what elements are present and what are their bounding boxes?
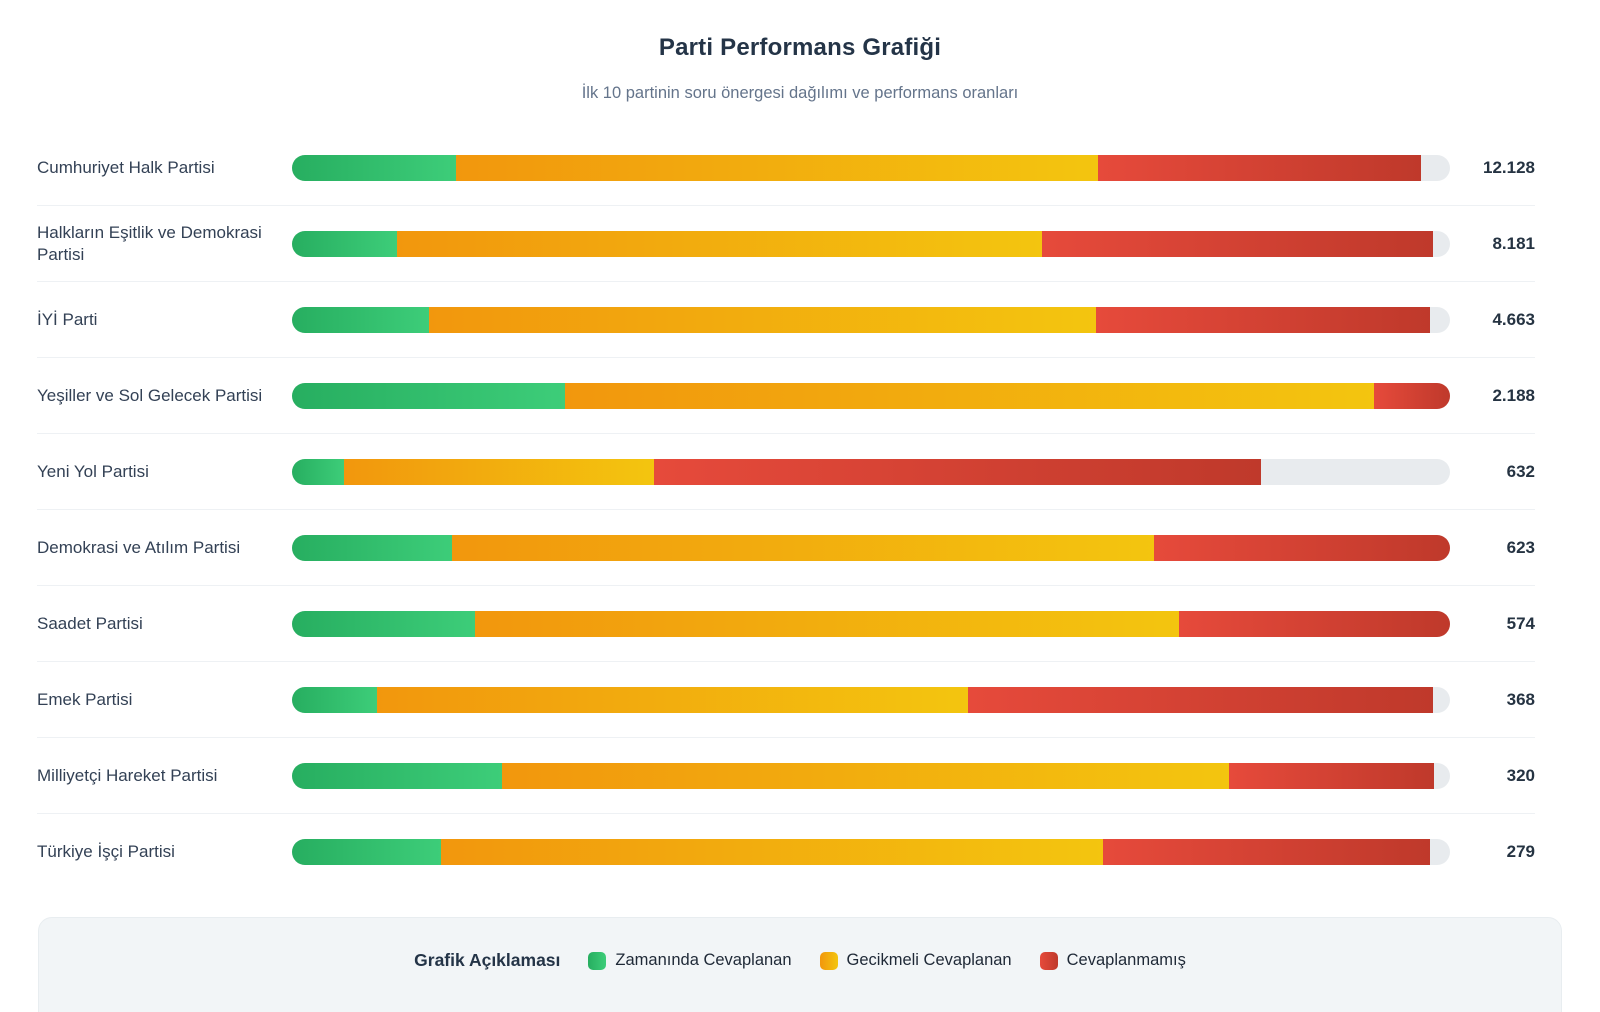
bar-segment-unanswered bbox=[1228, 762, 1434, 789]
legend-swatch-icon bbox=[588, 951, 607, 970]
bar-segment-on-time bbox=[292, 534, 452, 561]
legend-row: Grafik Açıklaması Zamanında Cevaplanan Ge… bbox=[39, 918, 1561, 971]
party-row: Yeni Yol Partisi 632 bbox=[37, 434, 1535, 509]
bar-segment-late bbox=[344, 458, 655, 485]
bar-segment-unanswered bbox=[1179, 610, 1450, 637]
legend-label: Zamanında Cevaplanan bbox=[615, 951, 792, 969]
party-name: Yeni Yol Partisi bbox=[37, 461, 149, 481]
party-name: Halkların Eşitlik ve Demokrasi Partisi bbox=[37, 223, 262, 264]
party-row: Demokrasi ve Atılım Partisi 623 bbox=[37, 510, 1535, 585]
total-value: 2.188 bbox=[1492, 385, 1535, 405]
party-name: İYİ Parti bbox=[37, 309, 98, 329]
page-subtitle: İlk 10 partinin soru önergesi dağılımı v… bbox=[581, 84, 1019, 102]
legend-heading: Grafik Açıklaması bbox=[414, 950, 561, 970]
legend-item-unanswered: Cevaplanmamış bbox=[1039, 951, 1186, 970]
row-divider bbox=[37, 661, 1535, 662]
bar-segment-late bbox=[451, 534, 1154, 561]
bar-track bbox=[292, 534, 1450, 561]
party-row: İYİ Parti 4.663 bbox=[37, 282, 1535, 357]
bar-track bbox=[292, 230, 1450, 257]
bar-segment-unanswered bbox=[1042, 230, 1433, 257]
party-name: Saadet Partisi bbox=[37, 613, 143, 633]
party-row: Halkların Eşitlik ve Demokrasi Partisi 8.… bbox=[37, 206, 1535, 281]
row-divider bbox=[37, 357, 1535, 358]
legend-box: Grafik Açıklaması Zamanında Cevaplanan Ge… bbox=[38, 917, 1562, 1012]
bar-segment-unanswered bbox=[1095, 306, 1431, 333]
row-divider bbox=[37, 585, 1535, 586]
bar-segment-on-time bbox=[292, 610, 475, 637]
bar-track bbox=[292, 382, 1450, 409]
bar-segment-on-time bbox=[292, 838, 442, 865]
party-name: Milliyetçi Hareket Partisi bbox=[37, 765, 218, 785]
bar-segment-late bbox=[565, 382, 1374, 409]
row-divider bbox=[37, 813, 1535, 814]
total-value: 632 bbox=[1506, 461, 1535, 481]
party-name: Cumhuriyet Halk Partisi bbox=[37, 157, 215, 177]
bar-segment-unanswered bbox=[968, 686, 1433, 713]
legend-item-late: Gecikmeli Cevaplanan bbox=[819, 951, 1012, 970]
total-value: 623 bbox=[1506, 537, 1535, 557]
total-value: 574 bbox=[1506, 613, 1535, 633]
bar-segment-on-time bbox=[292, 686, 377, 713]
party-row: Yeşiller ve Sol Gelecek Partisi 2.188 bbox=[37, 358, 1535, 433]
party-row: Emek Partisi 368 bbox=[37, 662, 1535, 737]
bar-segment-unanswered bbox=[1373, 382, 1450, 409]
total-value: 12.128 bbox=[1483, 157, 1535, 177]
page-title: Parti Performans Grafiği bbox=[658, 34, 942, 61]
party-row: Cumhuriyet Halk Partisi 12.128 bbox=[37, 130, 1535, 205]
party-name: Yeşiller ve Sol Gelecek Partisi bbox=[37, 385, 263, 405]
total-value: 368 bbox=[1506, 689, 1535, 709]
total-value: 279 bbox=[1506, 841, 1535, 861]
bar-segment-late bbox=[474, 610, 1180, 637]
bar-track bbox=[292, 686, 1450, 713]
row-divider bbox=[37, 205, 1535, 206]
bar-track bbox=[292, 762, 1450, 789]
row-divider bbox=[37, 737, 1535, 738]
bar-segment-late bbox=[428, 306, 1096, 333]
bar-segment-late bbox=[441, 838, 1103, 865]
legend-items: Zamanında Cevaplanan Gecikmeli Cevaplanan… bbox=[588, 951, 1186, 970]
total-value: 8.181 bbox=[1492, 233, 1535, 253]
bar-segment-on-time bbox=[292, 762, 502, 789]
party-row: Saadet Partisi 574 bbox=[37, 586, 1535, 661]
row-divider bbox=[37, 433, 1535, 434]
bar-segment-late bbox=[501, 762, 1229, 789]
bar-segment-on-time bbox=[292, 154, 457, 181]
bar-track bbox=[292, 458, 1450, 485]
bar-segment-on-time bbox=[292, 458, 345, 485]
party-name: Emek Partisi bbox=[37, 689, 133, 709]
bar-track bbox=[292, 306, 1450, 333]
legend-item-on_time: Zamanında Cevaplanan bbox=[588, 951, 792, 970]
total-value: 320 bbox=[1506, 765, 1535, 785]
bar-segment-unanswered bbox=[654, 458, 1262, 485]
legend-swatch-icon bbox=[819, 951, 838, 970]
bar-segment-late bbox=[376, 686, 969, 713]
bar-segment-unanswered bbox=[1097, 154, 1422, 181]
bar-segment-unanswered bbox=[1153, 534, 1450, 561]
bar-segment-on-time bbox=[292, 230, 398, 257]
bar-segment-on-time bbox=[292, 306, 429, 333]
party-row: Milliyetçi Hareket Partisi 320 bbox=[37, 738, 1535, 813]
bar-track bbox=[292, 838, 1450, 865]
legend-label: Gecikmeli Cevaplanan bbox=[846, 951, 1012, 969]
legend-swatch-icon bbox=[1039, 951, 1058, 970]
row-divider bbox=[37, 281, 1535, 282]
bar-segment-on-time bbox=[292, 382, 566, 409]
party-name: Demokrasi ve Atılım Partisi bbox=[37, 537, 241, 557]
bar-segment-late bbox=[456, 154, 1098, 181]
row-divider bbox=[37, 509, 1535, 510]
party-row: Türkiye İşçi Partisi 279 bbox=[37, 814, 1535, 889]
legend-label: Cevaplanmamış bbox=[1066, 951, 1186, 969]
bar-track bbox=[292, 154, 1450, 181]
bar-segment-late bbox=[397, 230, 1043, 257]
bar-segment-unanswered bbox=[1102, 838, 1431, 865]
total-value: 4.663 bbox=[1492, 309, 1535, 329]
bar-chart: Cumhuriyet Halk Partisi 12.128 Halkların E… bbox=[0, 130, 1600, 889]
bar-track bbox=[292, 610, 1450, 637]
party-name: Türkiye İşçi Partisi bbox=[37, 841, 175, 861]
